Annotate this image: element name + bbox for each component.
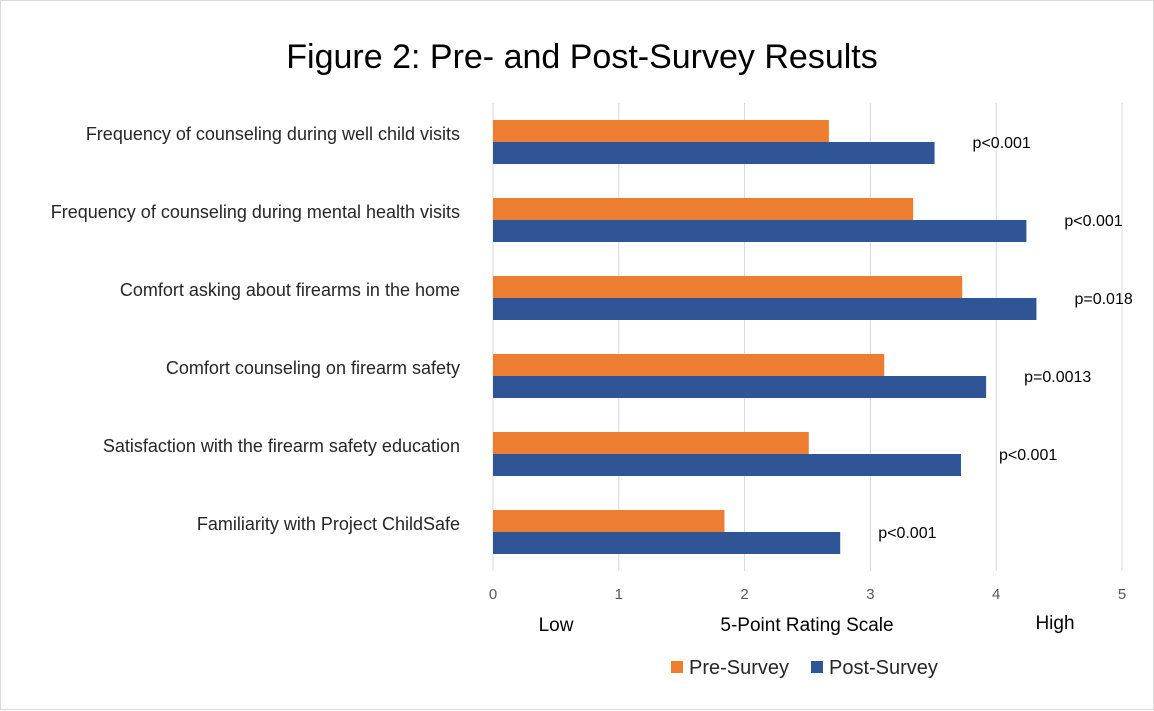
gridlines	[492, 103, 1123, 571]
pre-survey-bar	[493, 198, 914, 220]
legend-swatch	[671, 661, 683, 673]
x-tick-label: 4	[992, 586, 1000, 603]
category-label: Frequency of counseling during well chil…	[86, 124, 460, 144]
post-survey-bar	[493, 532, 841, 554]
pre-survey-bar	[493, 354, 885, 376]
chart-title: Figure 2: Pre- and Post-Survey Results	[286, 38, 877, 76]
category-label: Familiarity with Project ChildSafe	[197, 514, 460, 534]
category-labels: Frequency of counseling during well chil…	[51, 124, 460, 534]
category-label: Comfort asking about firearms in the hom…	[120, 280, 460, 300]
legend-label: Post-Survey	[829, 657, 938, 679]
category-label: Comfort counseling on firearm safety	[166, 358, 460, 378]
legend-swatch	[811, 661, 823, 673]
scale-low-label: Low	[539, 615, 574, 636]
post-survey-bar	[493, 220, 1027, 242]
legend-label: Pre-Survey	[689, 657, 789, 679]
pre-survey-bar	[493, 276, 963, 298]
x-axis-label: 5-Point Rating Scale	[720, 615, 893, 636]
x-tick-label: 1	[615, 586, 623, 603]
p-value-label: p<0.001	[1064, 213, 1122, 230]
p-value-label: p=0.0013	[1024, 369, 1091, 386]
post-survey-bar	[493, 454, 961, 476]
pre-survey-bar	[493, 432, 809, 454]
x-tick-label: 2	[740, 586, 748, 603]
annotations: p<0.001 p<0.001 p=0.018 p=0.0013 p<0.001 p<0.…	[878, 135, 1133, 542]
scale-high-label: High	[1035, 613, 1074, 634]
post-survey-bar	[493, 298, 1037, 320]
p-value-label: p<0.001	[999, 447, 1057, 464]
p-value-label: p=0.018	[1074, 291, 1132, 308]
x-tick-label: 3	[866, 586, 874, 603]
pre-survey-bar	[493, 510, 725, 532]
p-value-label: p<0.001	[878, 525, 936, 542]
post-survey-bar	[493, 142, 935, 164]
post-survey-bar	[493, 376, 987, 398]
category-label: Satisfaction with the firearm safety edu…	[103, 436, 460, 456]
x-tick-label: 0	[489, 586, 497, 603]
bars	[493, 120, 1037, 554]
pre-survey-bar	[493, 120, 829, 142]
legend: Pre-Survey Post-Survey	[671, 657, 938, 679]
x-tick-labels: 0 1 2 3 4 5	[489, 586, 1126, 603]
p-value-label: p<0.001	[973, 135, 1031, 152]
x-tick-label: 5	[1118, 586, 1126, 603]
category-label: Frequency of counseling during mental he…	[51, 202, 460, 222]
